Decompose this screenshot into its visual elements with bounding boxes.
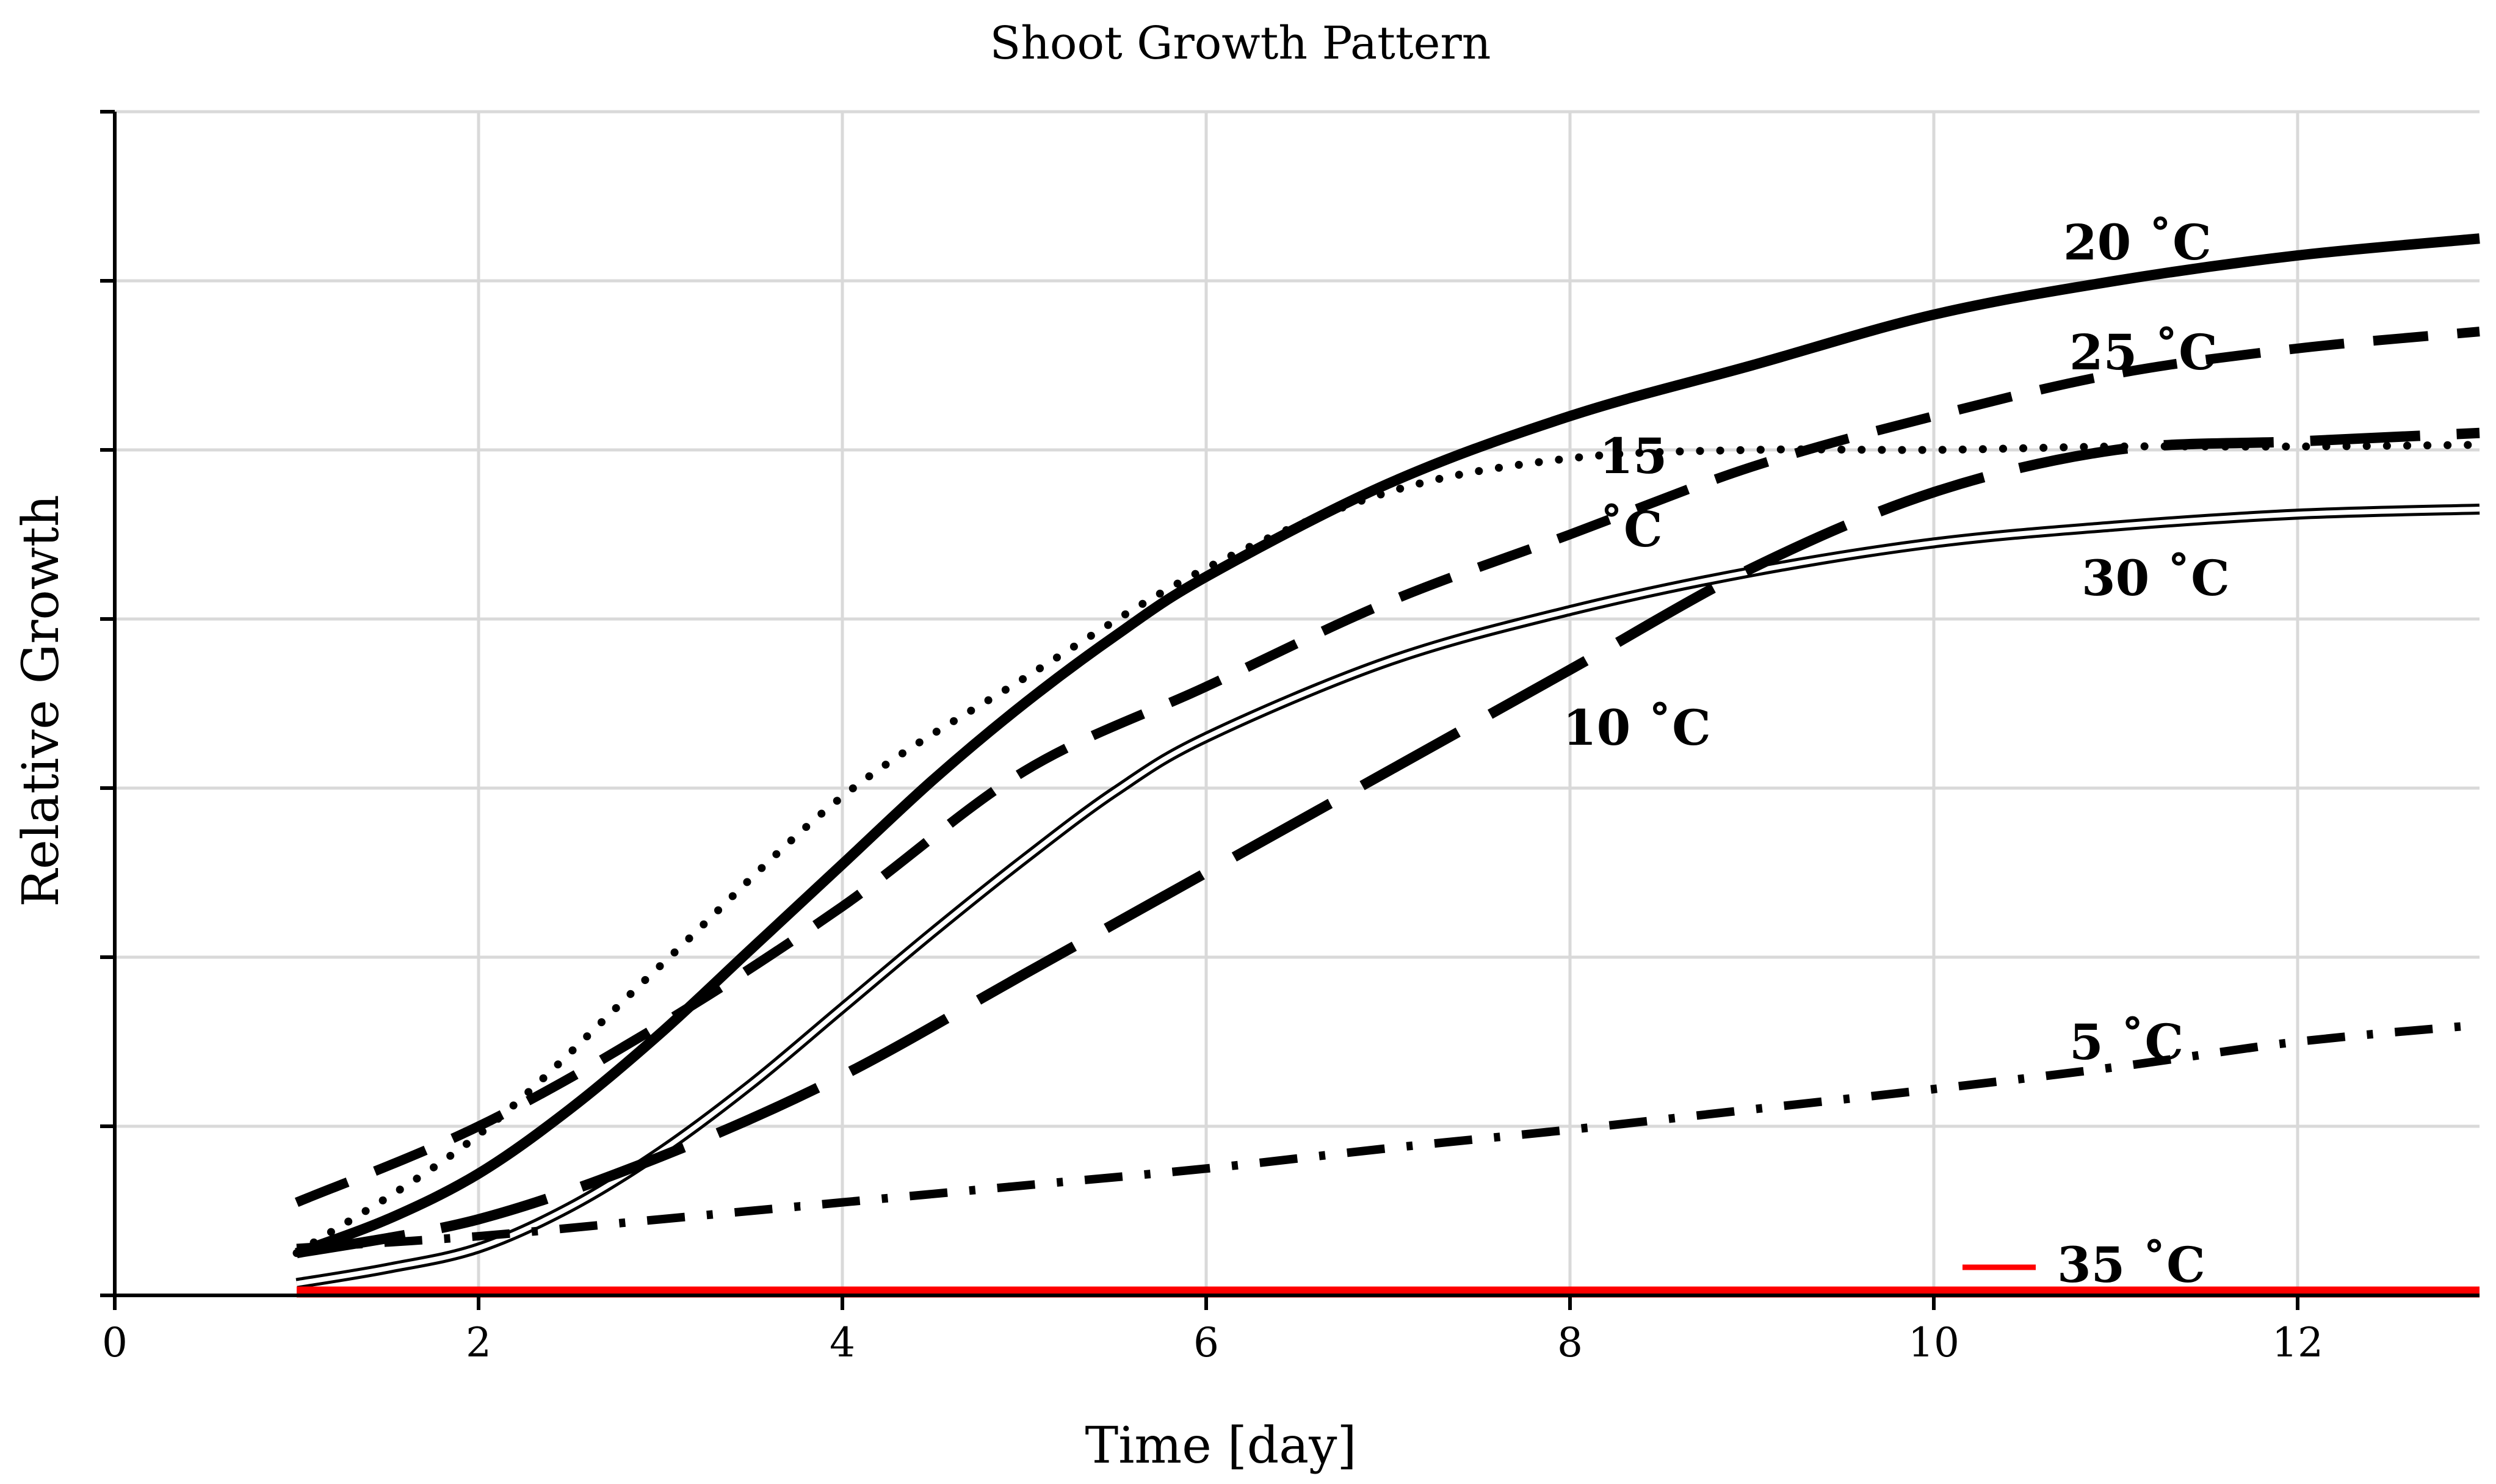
series-layer: [292, 233, 2484, 1298]
series-label: 10 ˚C: [1563, 699, 1711, 756]
series-label: 25 ˚C: [2069, 324, 2218, 381]
series-label-layer: 20 ˚C 25 ˚C 15 ˚C 30 ˚C 10 ˚C 5 ˚C 35 ˚C: [1563, 214, 2230, 1294]
series-10c-line: [295, 427, 2480, 1259]
series-15c-line: [292, 441, 2484, 1258]
series-label: 5 ˚C: [2069, 1013, 2183, 1071]
x-tick-label: 6: [1193, 1319, 1219, 1366]
x-tick-label: 10: [1908, 1319, 1959, 1366]
series-5c-line: [296, 1020, 2480, 1253]
x-tick-label: 8: [1557, 1319, 1583, 1366]
series-label: 30 ˚C: [2082, 549, 2230, 607]
series-label: ˚C: [1599, 501, 1663, 558]
x-tick-label: 0: [102, 1319, 128, 1366]
series-label: 15: [1599, 427, 1667, 485]
series-label: 20 ˚C: [2063, 214, 2212, 271]
axis-layer: 0 2 4 6 8 10 12: [100, 110, 2480, 1366]
chart-title: Shoot Growth Pattern: [990, 17, 1491, 70]
x-tick-label: 12: [2272, 1319, 2323, 1366]
grid-layer: [115, 110, 2480, 1295]
x-axis-label: Time [day]: [1085, 1417, 1357, 1475]
series-label: 35 ˚C: [2057, 1236, 2205, 1294]
series-30c-line-inner: [296, 506, 2480, 1286]
series-20c-line: [295, 233, 2480, 1258]
series-25c-line: [294, 327, 2480, 1207]
x-tick-label: 2: [466, 1319, 491, 1366]
y-axis-label: Relative Growth: [12, 494, 70, 907]
x-tick-label: 4: [830, 1319, 855, 1366]
